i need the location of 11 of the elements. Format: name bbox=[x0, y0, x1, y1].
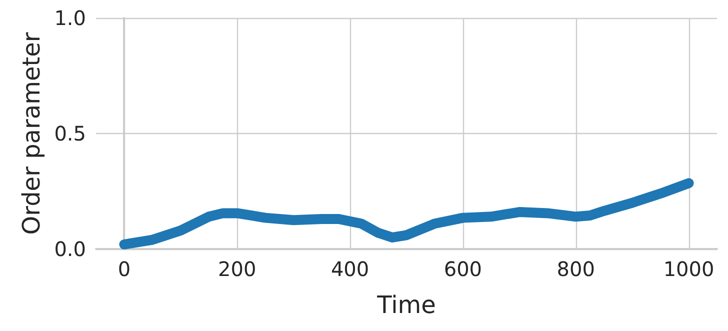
y-axis-title: Order parameter bbox=[17, 32, 46, 235]
x-axis-title: Time bbox=[376, 291, 436, 319]
x-tick-label: 800 bbox=[556, 257, 595, 281]
y-tick-label: 1.0 bbox=[54, 6, 86, 30]
x-tick-label: 400 bbox=[330, 257, 370, 281]
x-tick-label: 0 bbox=[118, 257, 131, 281]
x-tick-label: 200 bbox=[218, 257, 256, 281]
y-tick-label: 0.0 bbox=[54, 237, 86, 261]
y-tick-label: 0.5 bbox=[54, 122, 86, 146]
x-tick-label: 1000 bbox=[663, 257, 714, 281]
x-tick-label: 600 bbox=[444, 257, 482, 281]
